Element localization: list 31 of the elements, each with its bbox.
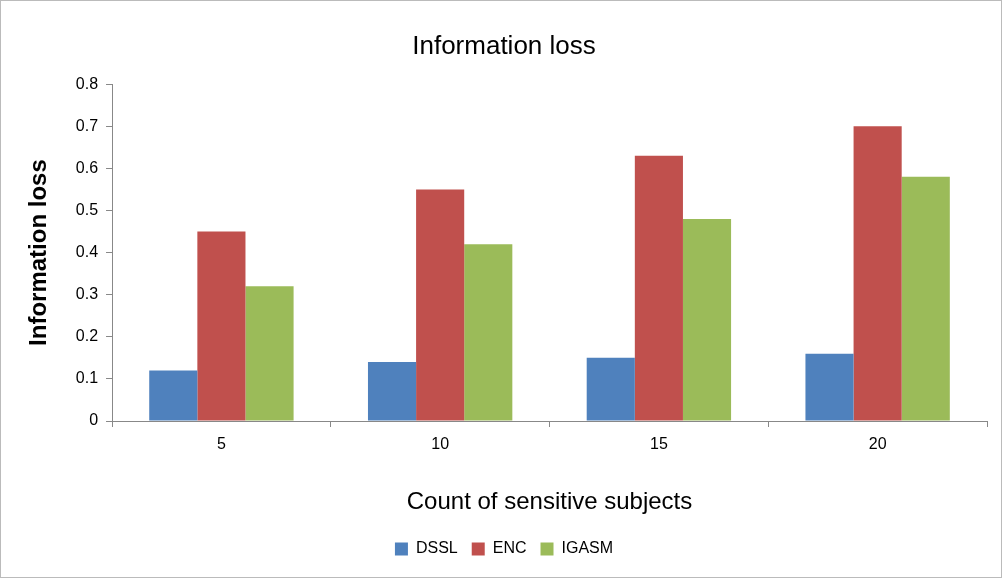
y-tick-label: 0.3 [75,285,99,303]
legend-label: DSSL [415,539,458,557]
bar [586,357,635,421]
x-tick-label: 5 [216,435,226,453]
y-tick-label: 0.7 [75,116,99,134]
x-axis-title: Count of sensitive subjects [406,487,693,515]
y-axis-title: Information loss [24,159,52,346]
legend-label: ENC [492,539,527,557]
bar [805,353,854,421]
y-tick-label: 0.6 [75,158,99,176]
bar [634,155,683,421]
y-tick-label: 0.1 [75,369,99,387]
y-tick-label: 0.4 [75,243,99,261]
bar [197,231,246,421]
y-tick-label: 0.2 [75,327,99,345]
y-tick-label: 0.5 [75,200,99,218]
y-tick-label: 0.8 [75,74,99,92]
bar [464,244,513,421]
bar [901,176,950,421]
bar [149,370,198,421]
bar [367,362,417,421]
bar [245,286,294,421]
chart-title: Information loss [412,29,596,60]
bar [416,189,465,421]
bar [853,126,902,421]
y-tick-label: 0 [89,411,99,429]
x-tick-label: 15 [649,435,668,453]
legend-label: IGASM [561,539,614,557]
bar [682,218,732,421]
x-tick-label: 10 [431,435,450,453]
x-tick-label: 20 [868,435,887,453]
